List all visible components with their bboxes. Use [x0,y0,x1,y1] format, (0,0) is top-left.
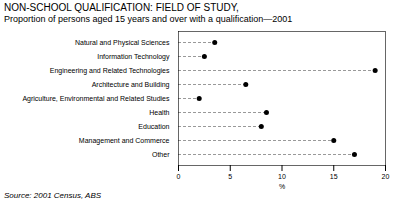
html-text:NON-SCHOOL QUALIFICATION: FIEL: NON-SCHOOL QUALIFICATION: FIELD OF STUDY… [4,2,239,13]
svg-text:20: 20 [382,173,390,180]
svg-text:Management and Commerce: Management and Commerce [79,137,170,145]
svg-text:Other: Other [152,151,170,158]
svg-text:Engineering and Related Techno: Engineering and Related Technologies [50,67,170,75]
svg-text:5: 5 [228,173,232,180]
svg-text:%: % [279,183,285,190]
svg-text:Information Technology: Information Technology [97,53,170,61]
svg-text:10: 10 [278,173,286,180]
svg-text:0: 0 [177,173,181,180]
svg-text:Education: Education [138,123,169,130]
svg-text:15: 15 [330,173,338,180]
svg-text:Health: Health [149,109,169,116]
html-text:Source: 2001 Census, ABS: Source: 2001 Census, ABS [4,191,102,200]
svg-text:Natural and Physical Sciences: Natural and Physical Sciences [75,39,170,47]
svg-text:Agriculture, Environmental and: Agriculture, Environmental and Related S… [22,95,170,103]
svg-text:Architecture and Building: Architecture and Building [92,81,170,89]
html-text:Proportion of persons aged 15: Proportion of persons aged 15 years and … [4,14,293,24]
